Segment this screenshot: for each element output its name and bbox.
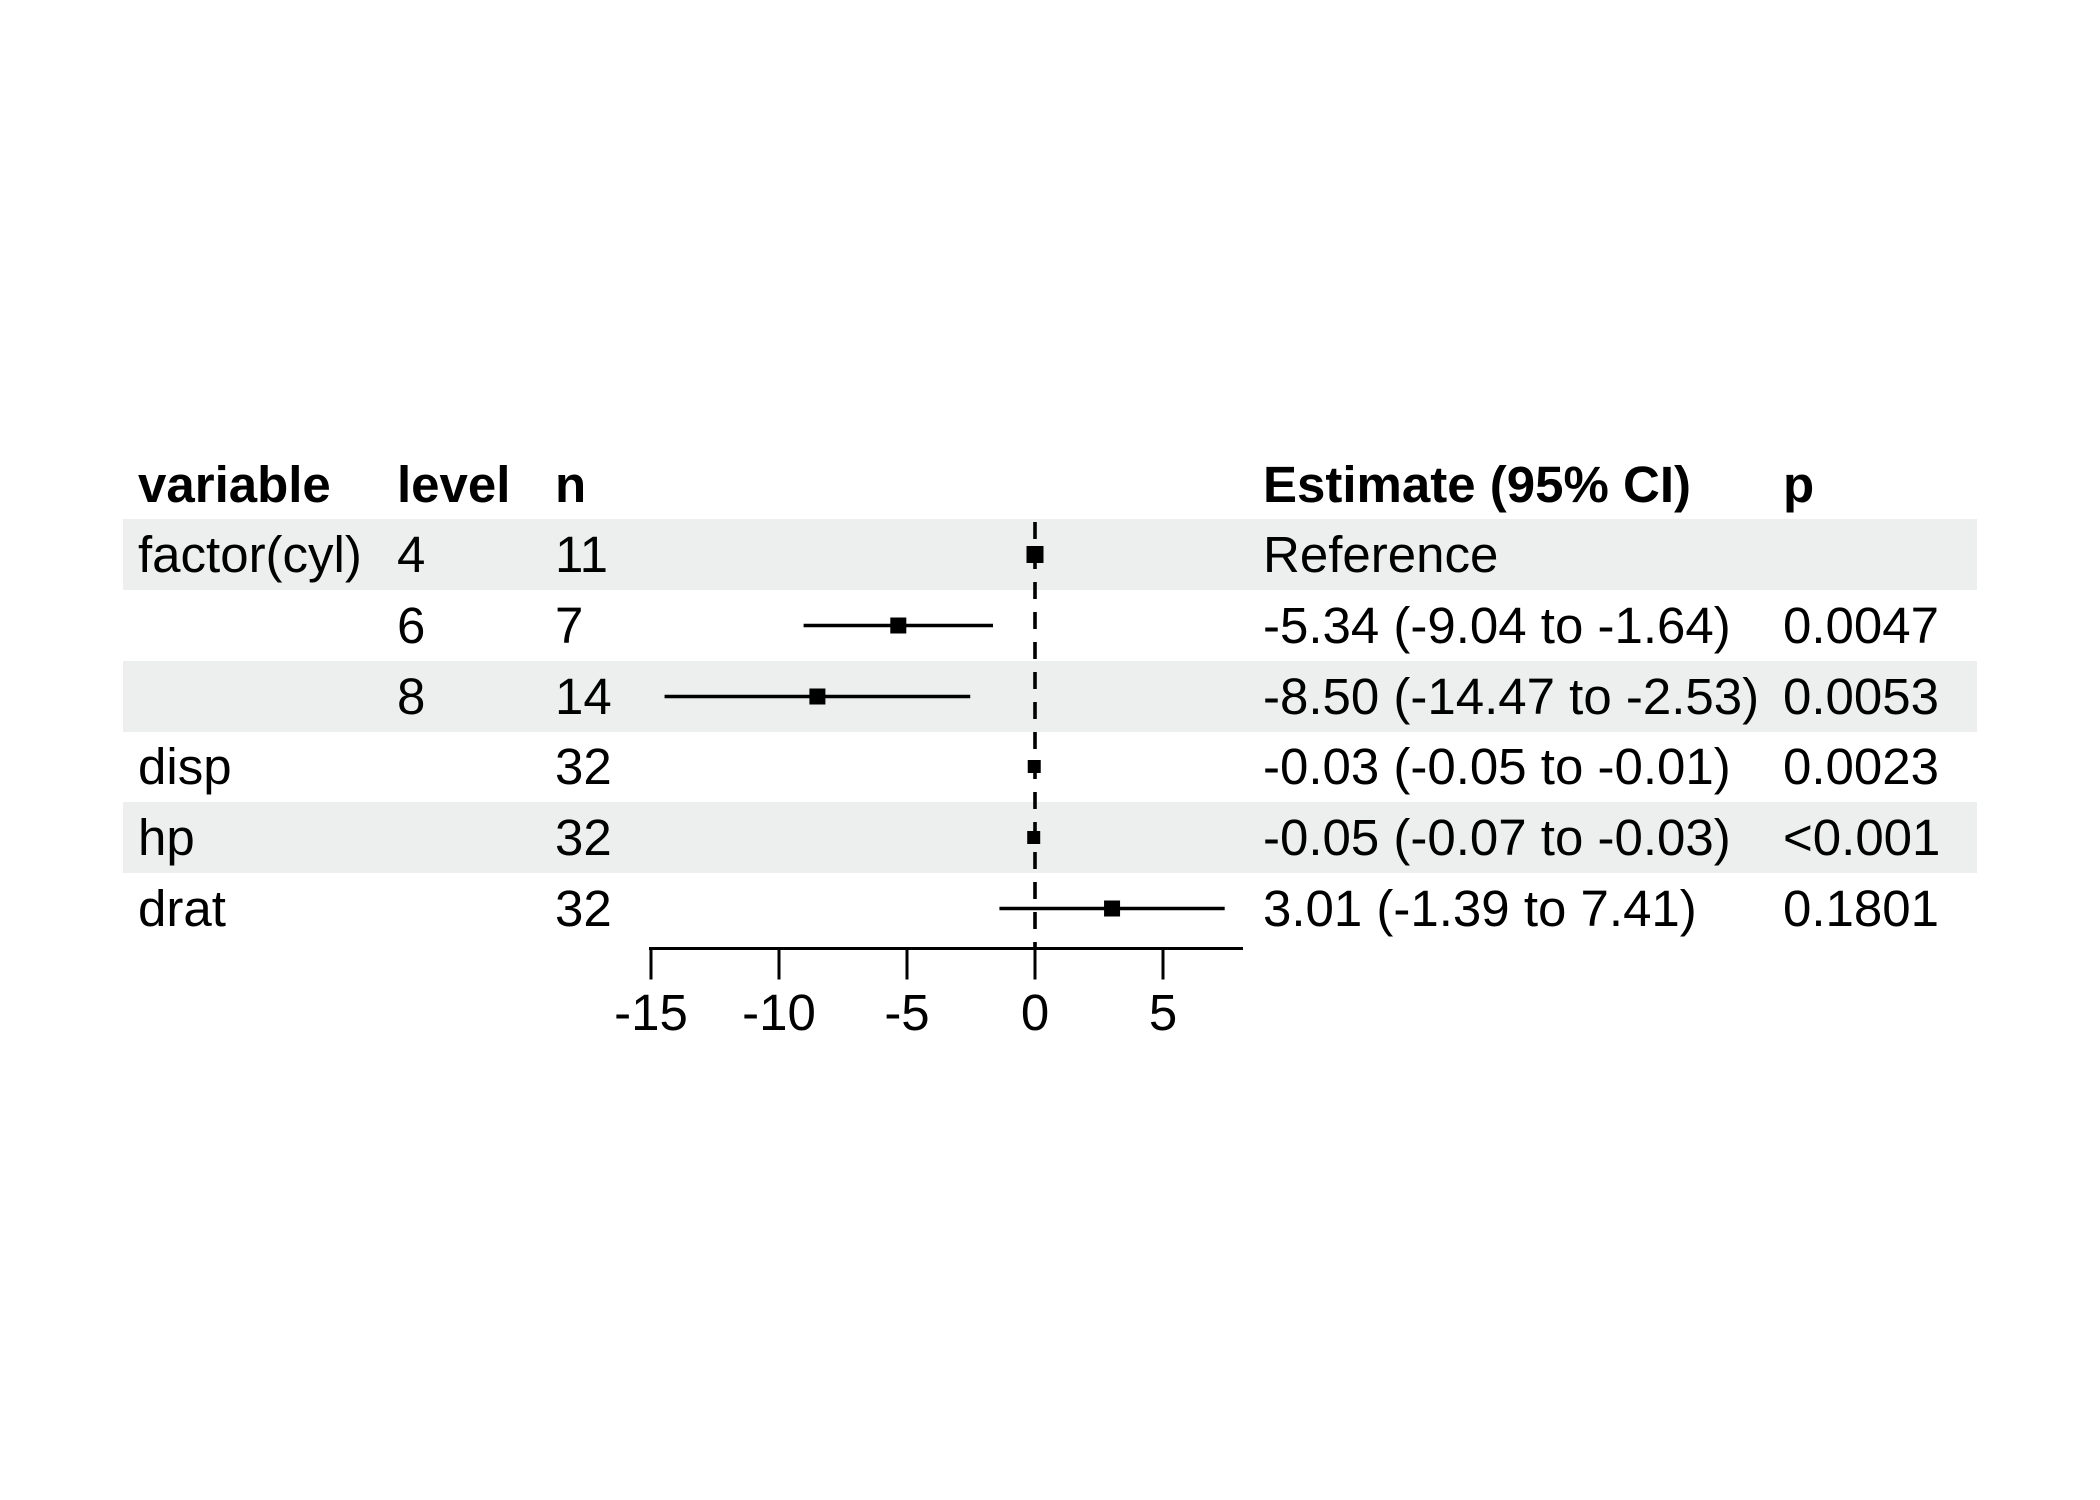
header-estimate: Estimate (95% CI) [1263,456,1691,513]
x-axis-tick-label: 5 [1149,984,1177,1041]
cell-p: <0.001 [1783,809,1941,866]
cell-p: 0.0053 [1783,668,1939,725]
x-axis-tick-label: -10 [742,984,816,1041]
estimate-marker [1026,546,1044,563]
table-row-drat: drat 32 3.01 (-1.39 to 7.41) 0.1801 [123,873,1977,944]
cell-level: 6 [397,597,426,654]
cell-estimate: 3.01 (-1.39 to 7.41) [1263,880,1697,937]
table-row-disp: disp 32 -0.03 (-0.05 to -0.01) 0.0023 [123,731,1977,802]
cell-estimate: -0.03 (-0.05 to -0.01) [1263,738,1731,795]
cell-p: 0.1801 [1783,880,1939,937]
cell-variable: hp [138,809,195,866]
estimate-marker [1104,900,1121,917]
cell-estimate: Reference [1263,526,1499,583]
table-header-row: variable level n Estimate (95% CI) p [123,449,1977,520]
x-axis-tick-label: -15 [614,984,688,1041]
cell-n: 11 [555,526,608,583]
cell-estimate: -5.34 (-9.04 to -1.64) [1263,597,1731,654]
cell-variable: drat [138,880,226,937]
cell-n: 32 [555,738,612,795]
cell-n: 14 [555,668,612,725]
cell-level: 4 [397,526,426,583]
cell-n: 7 [555,597,584,654]
cell-level: 8 [397,668,426,725]
header-n: n [555,456,587,513]
table-row-hp: hp 32 -0.05 (-0.07 to -0.03) <0.001 [123,802,1977,873]
table-row-factor-cyl-6: 6 7 -5.34 (-9.04 to -1.64) 0.0047 [123,590,1977,661]
cell-p: 0.0047 [1783,597,1939,654]
cell-n: 32 [555,880,612,937]
cell-variable: disp [138,738,232,795]
cell-n: 32 [555,809,612,866]
header-p: p [1783,456,1815,513]
estimate-marker [890,617,907,634]
cell-variable: factor(cyl) [138,526,362,583]
header-variable: variable [138,456,331,513]
estimate-marker [1027,831,1041,844]
x-axis-tick-label: 0 [1021,984,1049,1041]
table-row-factor-cyl-4: factor(cyl) 4 11 Reference [123,519,1977,590]
cell-estimate: -8.50 (-14.47 to -2.53) [1263,668,1760,725]
cell-p: 0.0023 [1783,738,1939,795]
header-level: level [397,456,511,513]
estimate-marker [1027,760,1041,773]
estimate-marker [809,688,826,705]
cell-estimate: -0.05 (-0.07 to -0.03) [1263,809,1731,866]
x-axis-tick-label: -5 [884,984,929,1041]
table-row-factor-cyl-8: 8 14 -8.50 (-14.47 to -2.53) 0.0053 [123,661,1977,732]
